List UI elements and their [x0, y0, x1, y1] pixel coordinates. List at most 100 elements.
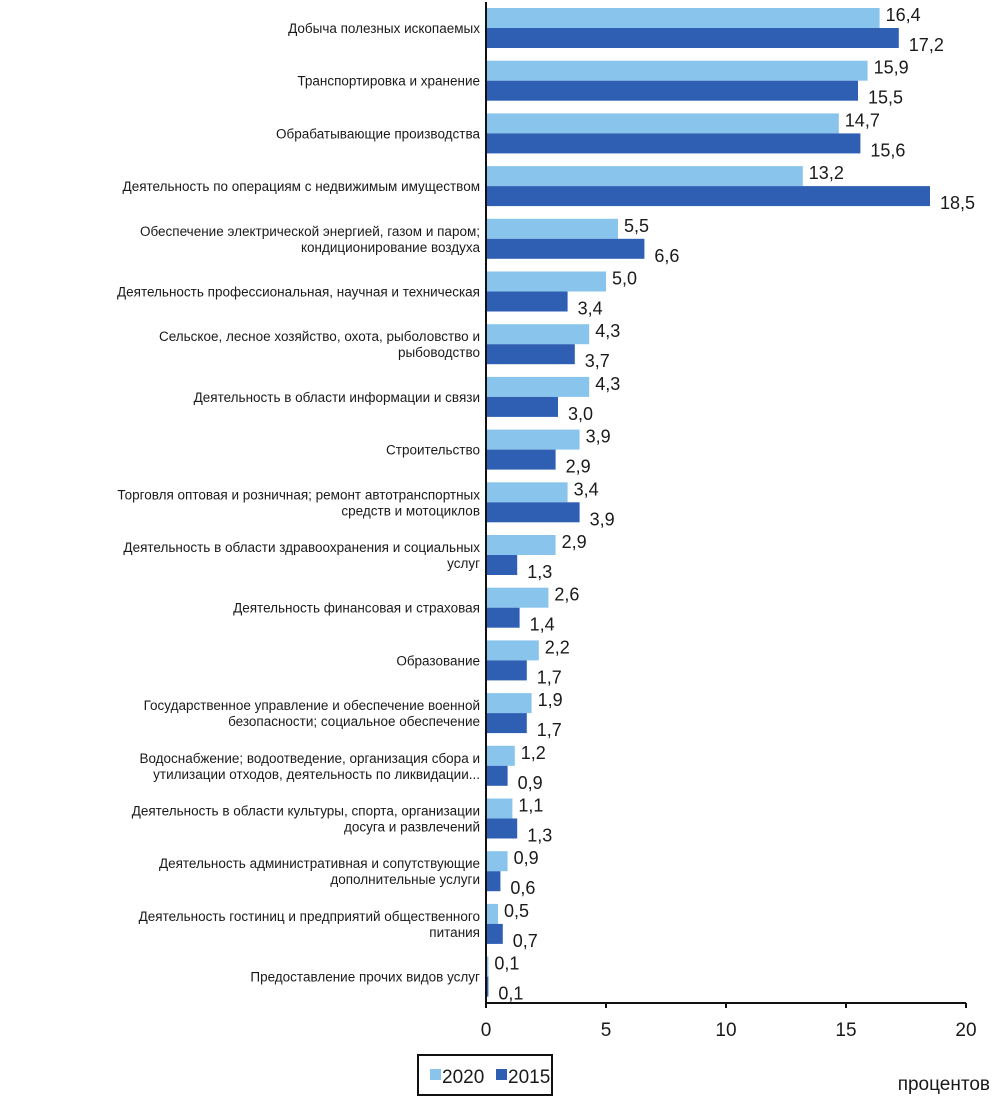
category-label: Добыча полезных ископаемых: [288, 21, 480, 36]
data-label-2015: 1,7: [537, 720, 562, 740]
bar-2015: [486, 713, 527, 734]
category-label: Сельское, лесное хозяйство, охота, рыбол…: [159, 329, 480, 344]
data-label-2020: 2,2: [545, 637, 570, 657]
category-label: Водоснабжение; водоотведение, организаци…: [139, 751, 480, 766]
data-label-2015: 3,7: [585, 351, 610, 371]
bar-2020: [486, 956, 489, 977]
bar-2015: [486, 871, 501, 892]
data-label-2015: 1,7: [537, 667, 562, 687]
bar-2020: [486, 587, 549, 608]
data-label-2020: 0,1: [494, 954, 519, 974]
data-label-2020: 13,2: [809, 163, 844, 183]
bar-2015: [486, 449, 556, 470]
data-label-2015: 1,4: [530, 615, 555, 635]
bar-2020: [486, 8, 880, 28]
category-label: досуга и развлечений: [344, 820, 480, 835]
bar-2015: [486, 502, 580, 523]
bar-2020: [486, 271, 606, 292]
legend-box: [417, 1054, 553, 1096]
data-label-2020: 5,0: [612, 269, 637, 289]
bar-2015: [486, 923, 503, 944]
category-label: Предоставление прочих видов услуг: [250, 970, 480, 985]
x-tick-label: 20: [955, 1020, 976, 1041]
data-label-2020: 4,3: [595, 321, 620, 341]
data-label-2015: 6,6: [654, 246, 679, 266]
bar-2015: [486, 976, 489, 997]
data-label-2020: 1,2: [521, 743, 546, 763]
data-label-2015: 2,9: [566, 457, 591, 477]
bar-2015: [486, 238, 645, 259]
legend-label-2020: 2020: [442, 1067, 484, 1088]
category-label: безопасности; социальное обеспечение: [228, 714, 480, 729]
x-tick-label: 10: [715, 1020, 736, 1041]
bar-2015: [486, 344, 575, 365]
data-label-2015: 1,3: [527, 826, 552, 846]
data-label-2015: 3,9: [590, 509, 615, 529]
category-label: кондиционирование воздуха: [301, 240, 481, 255]
data-label-2020: 3,4: [574, 479, 599, 499]
data-label-2020: 14,7: [845, 110, 880, 130]
bar-2020: [486, 745, 515, 766]
data-label-2020: 15,9: [874, 58, 909, 78]
data-label-2020: 2,9: [562, 532, 587, 552]
bar-2020: [486, 218, 618, 239]
category-label: Деятельность финансовая и страховая: [233, 601, 480, 616]
bar-2020: [486, 60, 868, 81]
data-label-2020: 2,6: [554, 585, 579, 605]
bar-2020: [486, 429, 580, 450]
x-tick-label: 15: [835, 1020, 856, 1041]
category-label: питания: [429, 925, 480, 940]
data-label-2020: 0,9: [514, 848, 539, 868]
category-label: Обеспечение электрической энергией, газо…: [140, 224, 480, 239]
data-label-2015: 15,5: [868, 88, 903, 108]
bar-2015: [486, 133, 861, 154]
data-label-2020: 0,5: [504, 901, 529, 921]
data-label-2020: 1,1: [518, 796, 543, 816]
data-label-2020: 3,9: [586, 427, 611, 447]
bar-2015: [486, 765, 508, 786]
bar-2015: [486, 607, 520, 628]
bar-2015: [486, 396, 558, 417]
category-label: Деятельность гостиниц и предприятий обще…: [139, 909, 480, 924]
category-label: Деятельность в области информации и связ…: [194, 390, 480, 405]
data-label-2015: 1,3: [527, 562, 552, 582]
x-axis-unit-label: процентов: [898, 1074, 990, 1095]
legend-swatch-2020: [430, 1069, 441, 1080]
category-label: Государственное управление и обеспечение…: [144, 698, 480, 713]
data-label-2020: 1,9: [538, 690, 563, 710]
data-label-2015: 18,5: [940, 193, 975, 213]
data-label-2015: 15,6: [870, 140, 905, 160]
category-label: утилизации отходов, деятельность по ликв…: [153, 767, 480, 782]
data-label-2015: 0,9: [518, 773, 543, 793]
data-label-2020: 16,4: [886, 5, 921, 25]
category-label: Деятельность в области культуры, спорта,…: [132, 804, 480, 819]
bar-2020: [486, 798, 513, 819]
data-label-2015: 3,4: [578, 299, 603, 319]
data-label-2015: 0,1: [498, 984, 523, 1004]
bar-2015: [486, 186, 930, 207]
data-label-2015: 0,6: [510, 878, 535, 898]
bar-2020: [486, 903, 498, 924]
bar-2015: [486, 818, 518, 839]
data-label-2015: 17,2: [909, 35, 944, 55]
category-label: Деятельность профессиональная, научная и…: [117, 285, 480, 300]
bar-2020: [486, 482, 568, 503]
category-label: Деятельность в области здравоохранения и…: [123, 540, 480, 555]
category-label: Обрабатывающие производства: [276, 126, 480, 141]
data-label-2015: 0,7: [513, 931, 538, 951]
category-label: средств и мотоциклов: [341, 503, 480, 518]
legend-label-2015: 2015: [508, 1067, 550, 1088]
bar-2020: [486, 376, 590, 397]
category-label: рыбоводство: [398, 345, 480, 360]
category-label: дополнительные услуги: [330, 872, 480, 887]
x-tick-label: 0: [481, 1020, 492, 1041]
category-label: Деятельность административная и сопутств…: [159, 856, 480, 871]
category-label: Образование: [396, 653, 480, 668]
bar-2015: [486, 28, 899, 48]
category-label: Торговля оптовая и розничная; ремонт авт…: [117, 487, 480, 502]
bar-2020: [486, 693, 532, 714]
data-label-2020: 5,5: [624, 216, 649, 236]
legend-swatch-2015: [496, 1069, 507, 1080]
category-label: Строительство: [386, 443, 480, 458]
